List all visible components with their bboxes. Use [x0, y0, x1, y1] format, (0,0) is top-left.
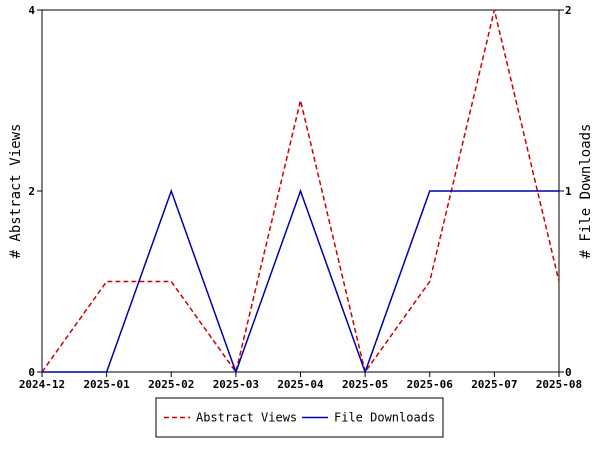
series-line-file-downloads: [42, 188, 559, 375]
x-tick-label: 2025-01: [83, 378, 130, 391]
right-y-tick-label: 1: [565, 185, 572, 198]
x-tick-label: 2025-05: [342, 378, 388, 391]
x-tick-label: 2025-02: [148, 378, 194, 391]
right-axis-title: # File Downloads: [578, 124, 594, 259]
left-y-tick-label: 4: [28, 4, 35, 17]
legend-box: [155, 397, 444, 438]
left-y-tick-label: 0: [28, 366, 35, 379]
x-tick-label: 2025-07: [471, 378, 517, 391]
legend-label: File Downloads: [334, 411, 435, 425]
x-tick-label: 2025-04: [277, 378, 324, 391]
legend-label: Abstract Views: [196, 411, 297, 425]
series-line-abstract-views: [41, 9, 560, 374]
x-tick-label: 2024-12: [19, 378, 65, 391]
x-tick-label: 2025-08: [536, 378, 582, 391]
right-y-tick-label: 2: [565, 4, 572, 17]
left-y-tick-label: 2: [28, 185, 35, 198]
x-tick-label: 2025-03: [213, 378, 259, 391]
left-axis-title: # Abstract Views: [8, 124, 24, 259]
x-tick-label: 2025-06: [407, 378, 454, 391]
right-y-tick-label: 0: [565, 366, 572, 379]
